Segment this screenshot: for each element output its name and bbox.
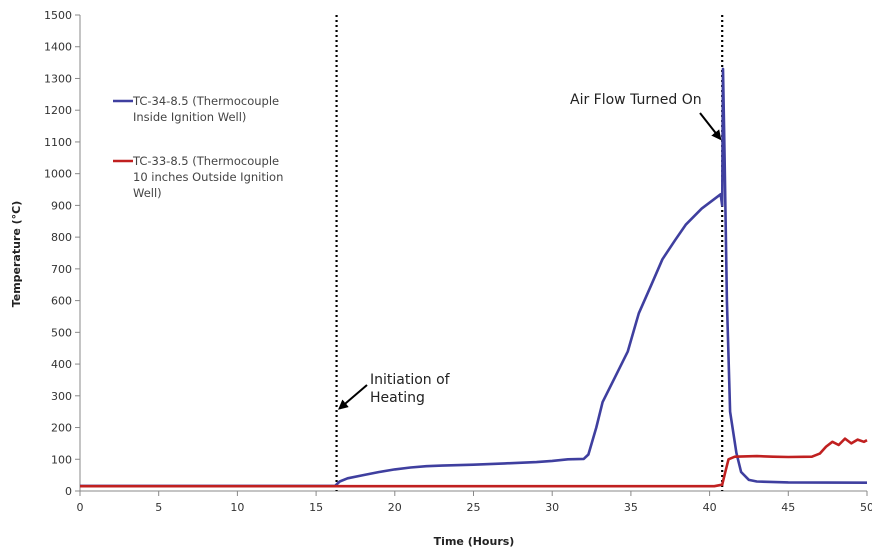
annotations: Initiation of Heating Air Flow Turned On (338, 92, 722, 410)
y-tick-label: 100 (51, 453, 72, 466)
x-tick-label: 25 (467, 501, 481, 514)
y-tick-label: 300 (51, 390, 72, 403)
y-tick-label: 0 (65, 485, 72, 498)
legend-label: Well) (133, 186, 162, 200)
y-tick-label: 500 (51, 326, 72, 339)
x-tick-label: 20 (388, 501, 402, 514)
y-tick-label: 800 (51, 231, 72, 244)
legend: TC-34-8.5 (Thermocouple Inside Ignition W… (113, 94, 283, 200)
y-tick-label: 900 (51, 199, 72, 212)
x-tick-label: 15 (309, 501, 323, 514)
event-lines (335, 15, 724, 491)
x-tick-label: 5 (155, 501, 162, 514)
annotation-arrow (338, 384, 368, 410)
y-tick-label: 700 (51, 263, 72, 276)
y-tick-label: 1400 (44, 41, 72, 54)
series-lines (80, 67, 868, 488)
y-tick-label: 600 (51, 295, 72, 308)
annotation-text: Initiation of (370, 372, 451, 388)
x-tick-label: 35 (624, 501, 638, 514)
y-axis-label: Temperature (°C) (10, 201, 23, 308)
annotation-text: Air Flow Turned On (570, 92, 702, 108)
x-tick-label: 40 (703, 501, 717, 514)
series-line-2 (80, 437, 868, 488)
legend-label: 10 inches Outside Ignition (133, 170, 283, 184)
y-tick-label: 1300 (44, 72, 72, 85)
y-tick-label: 1000 (44, 168, 72, 181)
axes: 0100200300400500600700800900100011001200… (44, 9, 872, 514)
y-tick-label: 1200 (44, 104, 72, 117)
x-tick-label: 10 (230, 501, 244, 514)
y-tick-label: 400 (51, 358, 72, 371)
x-tick-label: 0 (77, 501, 84, 514)
x-tick-label: 30 (545, 501, 559, 514)
x-axis-label: Time (Hours) (434, 535, 515, 548)
y-tick-label: 1500 (44, 9, 72, 22)
y-tick-label: 200 (51, 422, 72, 435)
annotation-arrow (699, 112, 722, 141)
x-tick-label: 50 (860, 501, 872, 514)
legend-label: TC-34-8.5 (Thermocouple (132, 94, 279, 108)
series-line-1 (80, 67, 868, 488)
legend-label: Inside Ignition Well) (133, 110, 246, 124)
legend-label: TC-33-8.5 (Thermocouple (132, 154, 279, 168)
x-tick-label: 45 (781, 501, 795, 514)
annotation-text: Heating (370, 390, 425, 406)
y-tick-label: 1100 (44, 136, 72, 149)
